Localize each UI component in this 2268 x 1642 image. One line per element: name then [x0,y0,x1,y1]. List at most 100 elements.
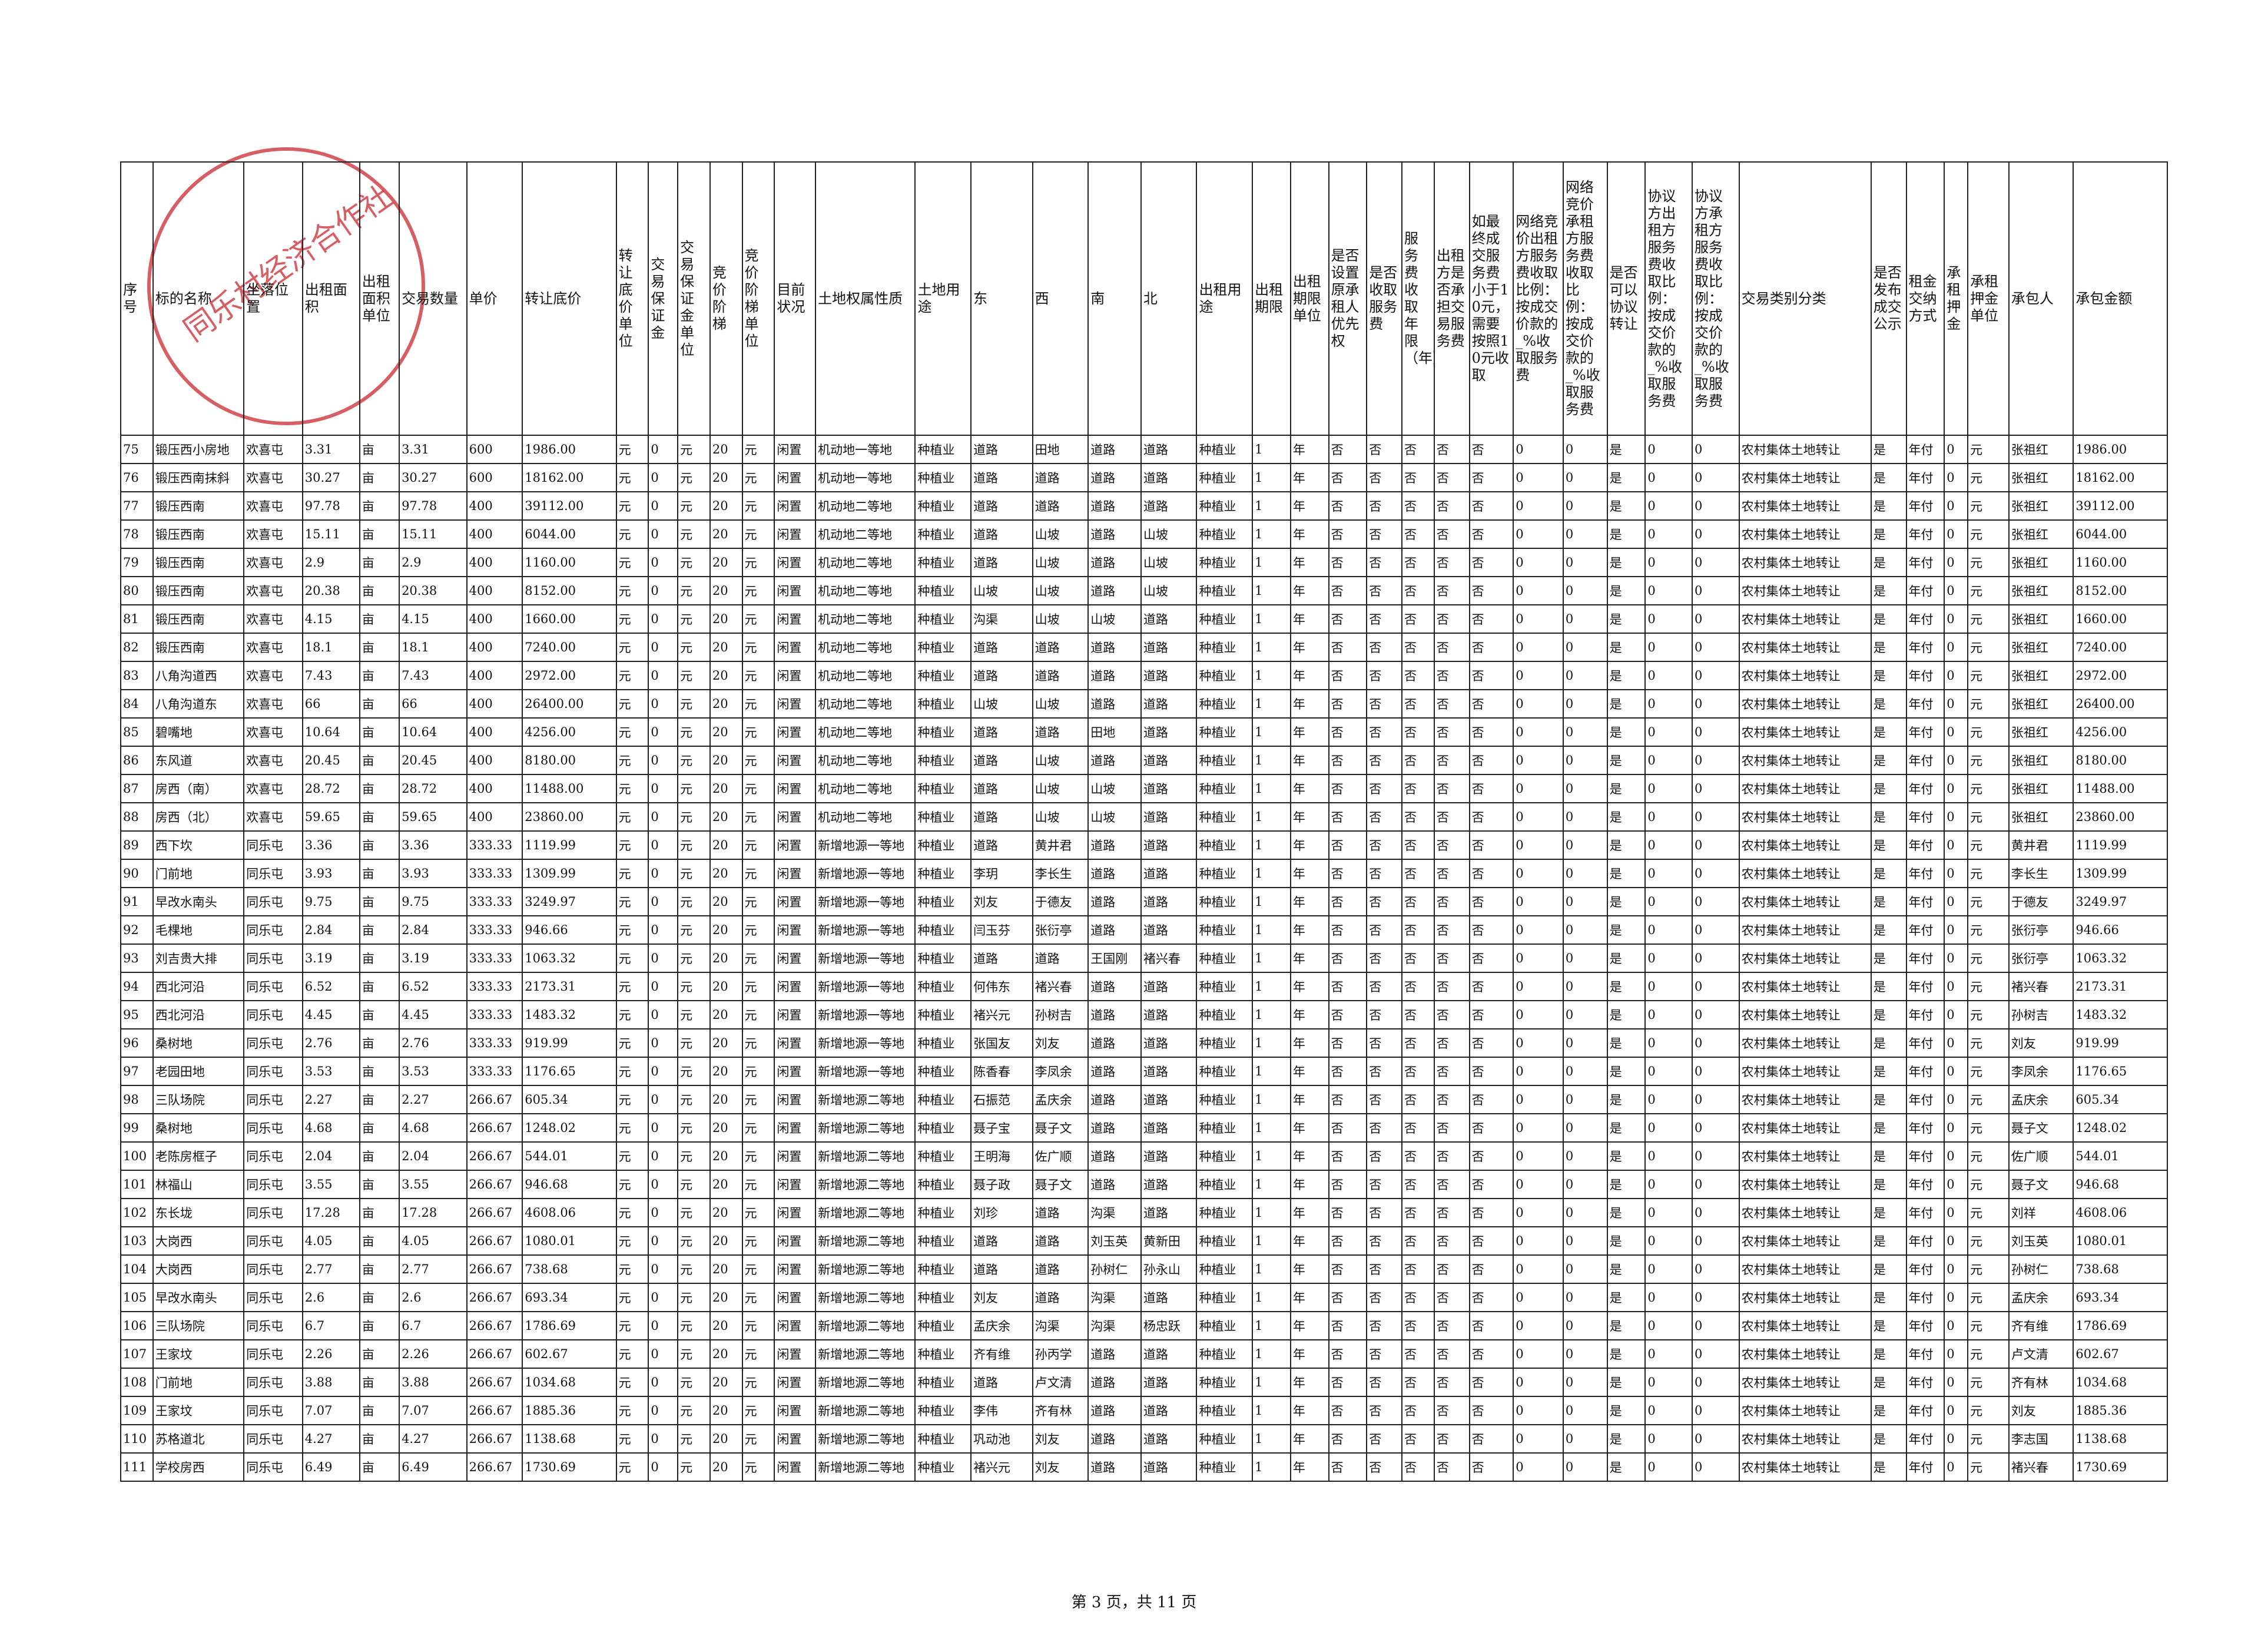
table-cell: 种植业 [1196,689,1254,719]
table-cell: 刘友 [1032,1452,1089,1482]
table-cell: 元 [615,1198,649,1227]
table-cell: 否 [1468,1452,1514,1482]
table-cell: 0 [1944,774,1969,803]
table-cell: 是 [1870,1057,1907,1086]
table-cell: 元 [615,1424,649,1454]
table-cell: 元 [1967,1057,2010,1086]
table-cell: 元 [615,1113,649,1143]
table-cell: 亩 [359,1396,400,1425]
table-cell: 1 [1252,661,1291,690]
table-cell: 是 [1606,491,1646,521]
table-cell: 元 [677,604,711,634]
table-cell: 张国友 [970,1028,1033,1058]
table-cell: 道路 [970,1254,1033,1284]
table-cell: 0 [1644,1113,1693,1143]
table-cell: 是 [1870,1424,1907,1454]
table-cell: 否 [1328,1452,1368,1482]
table-cell: 新增地源二等地 [815,1254,916,1284]
table-cell: 0 [1513,1113,1564,1143]
table-cell: 种植业 [914,1057,972,1086]
table-cell: 种植业 [914,435,972,464]
table-cell: 元 [741,717,775,747]
table-cell: 20 [709,491,743,521]
table-cell: 亩 [359,1368,400,1397]
table-cell: 1730.69 [2073,1452,2168,1482]
table-cell: 4.15 [301,604,360,634]
table-cell: 否 [1433,1396,1470,1425]
table-cell: 79 [120,548,154,577]
table-cell: 3.93 [399,859,467,888]
table-cell: 3.19 [301,944,360,973]
header-cell: 出租期限单位 [1289,161,1329,436]
table-cell: 否 [1433,1113,1470,1143]
table-cell: 年付 [1905,1198,1945,1227]
table-cell: 是 [1870,1198,1907,1227]
table-cell: 是 [1606,548,1646,577]
table-cell: 元 [1967,1226,2010,1256]
table-cell: 是 [1606,1000,1646,1029]
table-cell: 否 [1468,944,1514,973]
table-row: 104 大岗西 同乐屯 2.77 亩 2.77 266.67 738.68 元 0 元 20 元闲置 新增… [120,1254,2168,1284]
table-cell: 3249.97 [522,887,617,916]
table-cell: 1 [1252,463,1291,492]
table-cell: 否 [1401,633,1435,662]
header-cell: 交易类别分类 [1738,161,1872,436]
table-cell: 李长生 [2008,859,2074,888]
table-cell: 28.72 [399,774,467,803]
table-cell: 道路 [1087,972,1142,1001]
table-cell: 道路 [1140,1198,1198,1227]
table-cell: 元 [615,830,649,860]
table-cell: 0 [1644,519,1693,549]
table-cell: 544.01 [522,1141,617,1171]
table-cell: 0 [648,774,679,803]
table-cell: 亩 [359,604,400,634]
table-cell: 亩 [359,1254,400,1284]
table-cell: 7.43 [399,661,467,690]
table-cell: 否 [1366,1396,1403,1425]
table-cell: 东风道 [152,746,245,775]
table-cell: 95 [120,1000,154,1029]
table-cell: 元 [741,1424,775,1454]
table-cell: 道路 [1140,830,1198,860]
table-cell: 0 [648,689,679,719]
table-cell: 种植业 [1196,1254,1254,1284]
table-cell: 0 [1644,746,1693,775]
table-cell: 20.38 [399,576,467,605]
table-cell: 闲置 [774,1141,817,1171]
table-cell: 元 [615,463,649,492]
table-cell: 道路 [970,717,1033,747]
table-cell: 否 [1328,1028,1368,1058]
table-cell: 锻压西南 [152,548,245,577]
table-cell: 1034.68 [522,1368,617,1397]
table-cell: 否 [1401,1254,1435,1284]
table-cell: 元 [741,1368,775,1397]
table-cell: 闲置 [774,1028,817,1058]
table-cell: 0 [1692,1254,1740,1284]
table-cell: 1986.00 [2073,435,2168,464]
table-cell: 卢文清 [2008,1339,2074,1369]
table-cell: 是 [1870,491,1907,521]
table-cell: 否 [1433,774,1470,803]
table-cell: 0 [1944,1452,1969,1482]
table-cell: 王国刚 [1087,944,1142,973]
table-cell: 否 [1401,1028,1435,1058]
table-cell: 元 [1967,1339,2010,1369]
table-cell: 1660.00 [522,604,617,634]
table-cell: 1 [1252,1057,1291,1086]
table-cell: 0 [648,887,679,916]
table-cell: 2.6 [301,1283,360,1312]
table-cell: 0 [1513,802,1564,832]
table-cell: 否 [1328,633,1368,662]
table-cell: 种植业 [914,859,972,888]
table-cell: 齐有林 [1032,1396,1089,1425]
table-cell: 元 [615,1170,649,1199]
table-cell: 田地 [1032,435,1089,464]
table-cell: 农村集体土地转让 [1738,1226,1872,1256]
table-cell: 否 [1468,1085,1514,1114]
table-cell: 333.33 [466,1057,523,1086]
table-cell: 张祖红 [2008,604,2074,634]
table-cell: 266.67 [466,1452,523,1482]
table-cell: 新增地源一等地 [815,944,916,973]
table-cell: 20 [709,1141,743,1171]
table-cell: 亩 [359,774,400,803]
